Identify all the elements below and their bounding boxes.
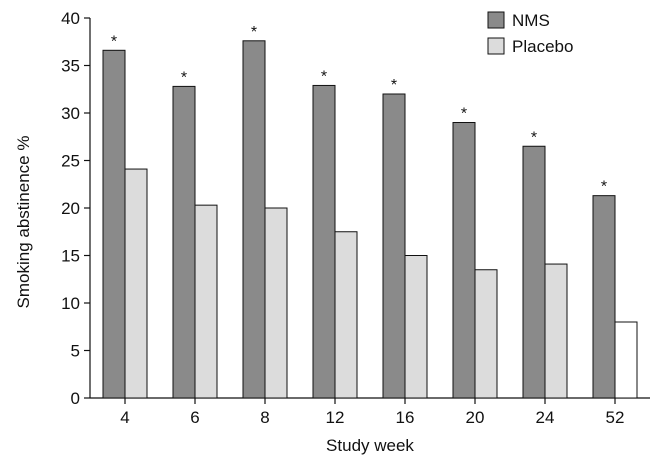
bar-placebo — [404, 255, 428, 399]
y-tick-label: 35 — [61, 57, 80, 76]
x-axis: 4 6 8 12 16 20 24 52 — [90, 397, 650, 427]
bar-nms — [522, 145, 546, 399]
bar-nms — [102, 49, 126, 399]
y-tick-label: 30 — [61, 104, 80, 123]
bar-placebo — [334, 231, 358, 399]
legend-swatch-nms — [487, 11, 505, 29]
y-axis: 0 5 10 15 20 25 30 35 40 — [61, 9, 91, 408]
bar-nms — [242, 40, 266, 399]
legend: NMS Placebo — [487, 11, 573, 56]
bar-placebo — [544, 263, 568, 399]
legend-label-nms: NMS — [512, 11, 550, 30]
x-tick-label: 4 — [120, 408, 129, 427]
bar-placebo — [194, 204, 218, 399]
significance-star: * — [461, 106, 467, 123]
significance-star: * — [531, 129, 537, 146]
bar-placebo — [264, 207, 288, 399]
y-tick-label: 5 — [71, 342, 80, 361]
significance-star: * — [111, 33, 117, 50]
y-tick-label: 0 — [71, 389, 80, 408]
y-axis-label: Smoking abstinence % — [14, 136, 33, 309]
y-tick-label: 40 — [61, 9, 80, 28]
x-tick-label: 8 — [260, 408, 269, 427]
x-tick-label: 52 — [606, 408, 625, 427]
bar-nms — [172, 85, 196, 399]
legend-label-placebo: Placebo — [512, 37, 573, 56]
significance-star: * — [181, 69, 187, 86]
significance-star: * — [391, 77, 397, 94]
bar-nms — [312, 84, 336, 399]
significance-star: * — [251, 24, 257, 41]
x-axis-label: Study week — [326, 436, 414, 455]
bar-nms — [382, 93, 406, 399]
y-tick-label: 25 — [61, 152, 80, 171]
significance-markers: * * * * * * * * — [111, 24, 607, 196]
x-tick-label: 6 — [190, 408, 199, 427]
bar-placebo — [614, 321, 638, 399]
bar-nms — [452, 122, 476, 399]
bar-placebo — [124, 168, 148, 399]
x-tick-label: 12 — [326, 408, 345, 427]
y-tick-label: 10 — [61, 294, 80, 313]
bar-nms — [592, 195, 616, 399]
y-tick-label: 20 — [61, 199, 80, 218]
significance-star: * — [601, 179, 607, 196]
bar-placebo — [474, 269, 498, 399]
y-tick-label: 15 — [61, 247, 80, 266]
legend-swatch-placebo — [487, 37, 505, 55]
x-tick-label: 16 — [396, 408, 415, 427]
x-tick-label: 24 — [536, 408, 555, 427]
significance-star: * — [321, 68, 327, 85]
bars — [102, 40, 638, 399]
x-tick-label: 20 — [466, 408, 485, 427]
